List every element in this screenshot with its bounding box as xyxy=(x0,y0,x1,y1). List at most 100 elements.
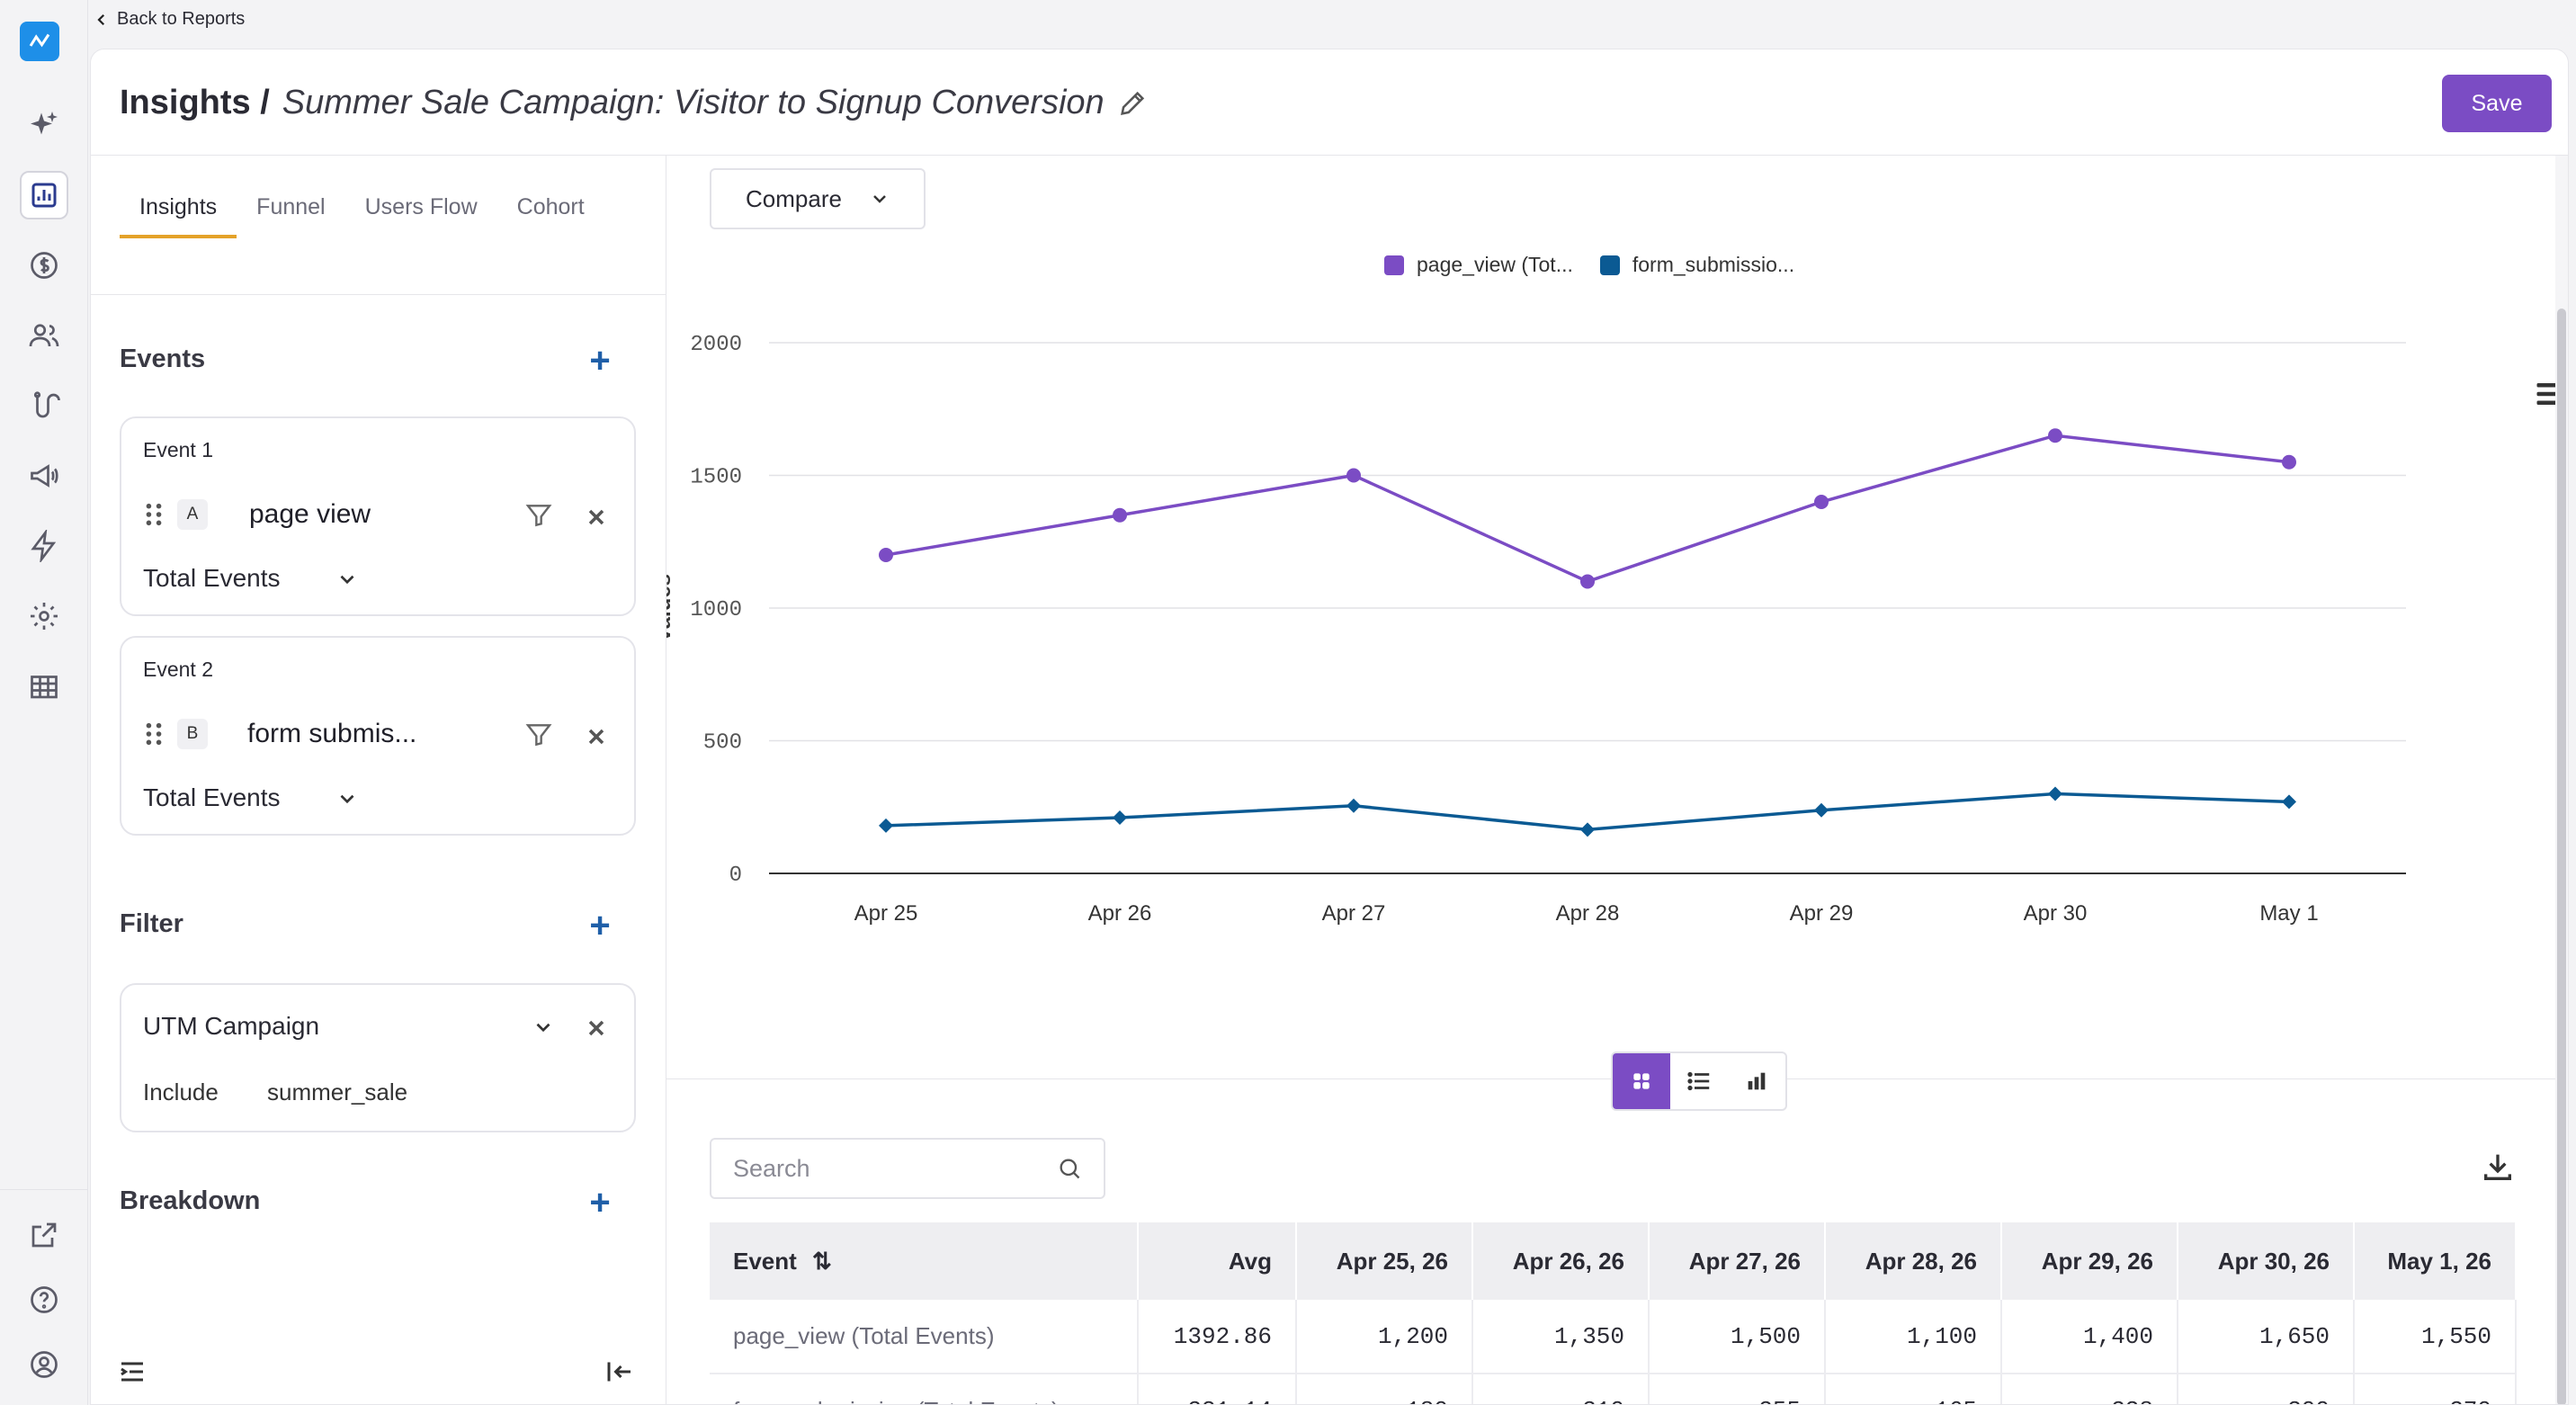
event-filter-icon[interactable] xyxy=(524,501,553,530)
event-label: Event 2 xyxy=(143,658,213,681)
filter-value[interactable]: summer_sale xyxy=(267,1078,408,1105)
tab-users-flow[interactable]: Users Flow xyxy=(364,194,478,219)
list-view-icon[interactable] xyxy=(1670,1053,1728,1109)
column-header[interactable]: Apr 27, 26 xyxy=(1649,1222,1826,1300)
revenue-icon[interactable] xyxy=(20,241,68,290)
data-point xyxy=(1113,810,1127,826)
add-filter-plus-icon[interactable]: + xyxy=(589,906,611,945)
value-cell: 231.14 xyxy=(1138,1374,1297,1404)
chevron-down-icon[interactable] xyxy=(335,568,359,591)
column-header[interactable]: Apr 30, 26 xyxy=(2178,1222,2355,1300)
drag-handle-icon[interactable] xyxy=(145,722,163,746)
column-header-event[interactable]: Event ⇅ xyxy=(710,1222,1139,1300)
save-button[interactable]: Save xyxy=(2442,75,2552,132)
event-name[interactable]: page view xyxy=(249,499,371,529)
table-row[interactable]: page_view (Total Events) 1392.86 1,200 1… xyxy=(710,1300,2517,1374)
column-header[interactable]: Apr 25, 26 xyxy=(1296,1222,1473,1300)
reports-icon[interactable] xyxy=(20,171,68,219)
app-logo-icon[interactable] xyxy=(20,22,59,61)
breadcrumb-section[interactable]: Insights / xyxy=(120,84,270,121)
chevron-down-icon[interactable] xyxy=(335,787,359,810)
report-name[interactable]: Summer Sale Campaign: Visitor to Signup … xyxy=(282,84,1105,121)
sort-arrows-icon[interactable]: ⇅ xyxy=(812,1247,832,1275)
event-filter-icon[interactable] xyxy=(524,720,553,749)
filter-property[interactable]: UTM Campaign xyxy=(143,1012,320,1040)
data-point xyxy=(1346,798,1361,813)
legend-item[interactable]: page_view (Tot... xyxy=(1384,253,1573,277)
flows-icon[interactable] xyxy=(20,381,68,430)
query-builder-panel: Insights Funnel Users Flow Cohort Events… xyxy=(91,156,666,1404)
help-icon[interactable] xyxy=(20,1275,68,1324)
add-event-plus-icon[interactable]: + xyxy=(589,341,611,380)
column-header[interactable]: Avg xyxy=(1138,1222,1297,1300)
event-label: Event 1 xyxy=(143,438,213,461)
breakdown-section-title: Breakdown xyxy=(120,1186,261,1215)
filter-operator[interactable]: Include xyxy=(143,1078,219,1105)
bar-chart-view-icon[interactable] xyxy=(1728,1053,1785,1109)
event-letter-badge: A xyxy=(177,499,208,530)
event-name[interactable]: form submis... xyxy=(247,719,417,748)
expand-menu-icon[interactable] xyxy=(116,1356,148,1388)
line-chart: 2000 1500 1000 500 0 Values Apr 25 Apr 26 Apr 27… xyxy=(666,333,2406,926)
data-table-icon[interactable] xyxy=(20,662,68,711)
grid-view-icon[interactable] xyxy=(1613,1053,1670,1109)
table-header-row: Event ⇅ Avg Apr 25, 26 Apr 26, 26 Apr 27… xyxy=(710,1222,2517,1300)
collapse-panel-icon[interactable] xyxy=(604,1356,636,1388)
compare-label: Compare xyxy=(746,184,842,212)
legend-swatch xyxy=(1599,255,1620,275)
column-header[interactable]: May 1, 26 xyxy=(2354,1222,2517,1300)
column-header[interactable]: Apr 28, 26 xyxy=(1825,1222,2002,1300)
drag-handle-icon[interactable] xyxy=(145,503,163,526)
column-header[interactable]: Apr 26, 26 xyxy=(1472,1222,1650,1300)
table-row[interactable]: form_submission (Total Events) 231.14 18… xyxy=(710,1374,2517,1404)
data-point xyxy=(1113,507,1127,523)
event-cell: form_submission (Total Events) xyxy=(710,1374,1139,1404)
tabs-divider xyxy=(91,294,666,295)
users-icon[interactable] xyxy=(20,311,68,360)
edit-pencil-icon[interactable] xyxy=(1117,88,1148,119)
tab-cohort[interactable]: Cohort xyxy=(516,194,585,219)
compare-dropdown[interactable]: Compare xyxy=(710,168,926,229)
ai-sparkle-icon[interactable] xyxy=(20,101,68,149)
remove-event-close-icon[interactable] xyxy=(584,724,609,749)
aggregation-select[interactable]: Total Events xyxy=(143,564,281,592)
value-cell: 238 xyxy=(2001,1374,2178,1404)
chevron-down-icon[interactable] xyxy=(532,1016,555,1039)
value-cell: 270 xyxy=(2354,1374,2517,1404)
search-input[interactable]: Search xyxy=(710,1138,1105,1199)
external-link-icon[interactable] xyxy=(20,1211,68,1259)
data-point xyxy=(2048,428,2062,443)
data-point xyxy=(2282,794,2296,810)
report-header: Insights / Summer Sale Campaign: Visitor… xyxy=(91,49,2568,156)
back-to-reports-link[interactable]: Back to Reports xyxy=(94,9,245,30)
value-cell: 1,400 xyxy=(2001,1300,2178,1374)
event-card-1: Event 1 A page view Total Events xyxy=(120,416,636,616)
app-sidebar xyxy=(0,0,88,1405)
tab-insights[interactable]: Insights xyxy=(120,193,237,238)
filter-section-title: Filter xyxy=(120,909,183,938)
data-point xyxy=(2282,454,2296,470)
value-cell: 180 xyxy=(1296,1374,1473,1404)
data-point xyxy=(2048,786,2062,801)
x-tick-label: Apr 29 xyxy=(1790,901,1854,926)
remove-filter-close-icon[interactable] xyxy=(584,1016,609,1041)
campaigns-megaphone-icon[interactable] xyxy=(20,452,68,500)
vertical-scrollbar[interactable] xyxy=(2555,156,2568,1404)
automation-bolt-icon[interactable] xyxy=(20,522,68,570)
aggregation-select[interactable]: Total Events xyxy=(143,783,281,811)
tab-funnel[interactable]: Funnel xyxy=(256,194,326,219)
account-icon[interactable] xyxy=(20,1340,68,1389)
scrollbar-thumb[interactable] xyxy=(2557,309,2566,1404)
download-icon[interactable] xyxy=(2480,1149,2516,1185)
view-toggle xyxy=(1611,1052,1787,1111)
add-breakdown-plus-icon[interactable]: + xyxy=(589,1183,611,1222)
y-tick-label: 1500 xyxy=(690,466,742,490)
settings-gear-icon[interactable] xyxy=(20,592,68,640)
event-card-2: Event 2 B form submis... Total Events xyxy=(120,636,636,836)
header-label: Event xyxy=(733,1247,797,1275)
remove-event-close-icon[interactable] xyxy=(584,505,609,530)
legend-item[interactable]: form_submissio... xyxy=(1599,253,1794,277)
chart-legend: page_view (Tot... form_submissio... xyxy=(1384,253,1794,277)
column-header[interactable]: Apr 29, 26 xyxy=(2001,1222,2178,1300)
results-panel: Compare page_view (Tot... form_submissio… xyxy=(666,156,2568,1404)
